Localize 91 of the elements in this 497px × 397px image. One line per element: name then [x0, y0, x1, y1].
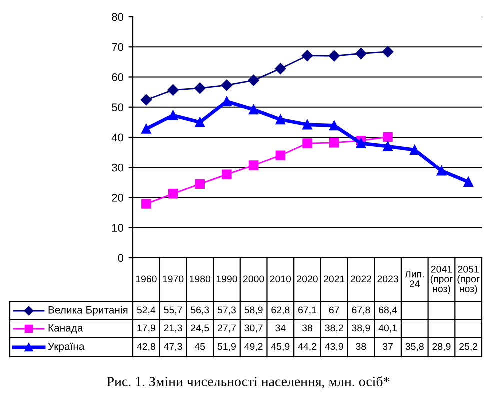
data-label: 67,8	[352, 306, 370, 315]
point	[464, 177, 474, 187]
data-label: 62,8	[272, 306, 290, 315]
point	[195, 118, 205, 128]
point	[221, 80, 233, 91]
point	[410, 145, 420, 156]
x-tick-label: 1970	[163, 276, 184, 283]
point	[248, 104, 259, 115]
x-tick-label: 1990	[216, 276, 238, 283]
data-label: 43,9	[325, 343, 344, 352]
data-label: 67,1	[298, 306, 316, 315]
data-label: 38	[302, 324, 312, 332]
data-label: 68,4	[379, 306, 398, 315]
data-label: 67	[329, 306, 340, 314]
y-tick-label: 80	[112, 13, 124, 22]
point	[248, 160, 259, 170]
data-label: 55,7	[164, 306, 182, 315]
point	[356, 138, 366, 148]
x-tick-label: 1960	[136, 276, 157, 283]
data-label: 47,3	[164, 343, 182, 352]
point	[383, 142, 393, 152]
y-tick-label: 70	[112, 43, 124, 52]
data-label: 40,1	[378, 324, 398, 333]
point	[382, 46, 394, 58]
data-label: 30,7	[244, 324, 263, 333]
data-label: 52,4	[137, 306, 156, 315]
legend-label: Україна	[48, 343, 85, 352]
point	[142, 124, 152, 134]
x-tick-label: 2023	[378, 276, 398, 283]
y-tick-label: 40	[112, 134, 124, 142]
data-label: 17,9	[138, 324, 156, 333]
point	[275, 63, 286, 74]
point	[222, 96, 232, 107]
data-label: 35,8	[406, 343, 424, 352]
data-label: 45	[194, 343, 206, 350]
data-label: 45,9	[271, 343, 290, 352]
x-tick-label: 2021	[324, 276, 345, 283]
data-label: 27,7	[218, 324, 236, 333]
point	[302, 50, 314, 62]
y-tick-label: 60	[112, 74, 124, 82]
y-tick-label: 0	[118, 254, 124, 262]
point	[436, 166, 447, 176]
data-label: 37	[383, 343, 393, 350]
point	[168, 84, 179, 96]
x-tick-label: 2010	[270, 276, 292, 283]
point	[142, 199, 152, 209]
y-tick-label: 20	[112, 194, 124, 202]
data-label: 38	[356, 343, 366, 350]
point	[222, 170, 232, 180]
y-tick-label: 50	[112, 104, 124, 112]
point	[276, 114, 286, 125]
x-tick-label: 2020	[297, 276, 318, 283]
data-label: 38,2	[325, 324, 344, 333]
point	[302, 138, 312, 148]
data-label: 24,5	[191, 324, 210, 333]
point	[168, 110, 178, 120]
point	[383, 132, 393, 142]
y-tick-label: 10	[112, 224, 124, 232]
point	[194, 82, 206, 94]
legend-label: Велика Британія	[48, 306, 128, 316]
data-label: 58,9	[244, 306, 263, 315]
point	[302, 120, 312, 130]
point	[168, 188, 178, 199]
data-label: 56,3	[191, 306, 210, 315]
x-tick-label: Лип. 24	[405, 270, 424, 288]
y-tick-label: 30	[112, 164, 124, 172]
x-tick-label: 2022	[350, 276, 372, 283]
legend-label: Канада	[48, 324, 84, 334]
x-tick-label: 2041 (прогноз)	[430, 266, 453, 294]
data-label: 25,2	[460, 343, 478, 352]
data-label: 38,9	[352, 324, 370, 333]
data-label: 49,2	[244, 343, 263, 352]
point	[276, 150, 286, 160]
point	[140, 94, 152, 106]
data-label: 57,3	[218, 306, 236, 315]
data-label: 44,2	[298, 343, 316, 352]
data-label: 42,8	[137, 343, 156, 352]
text: Рис. 1. Зміни чисельності населення, млн. осіб*	[107, 376, 390, 388]
point	[356, 48, 367, 60]
point	[329, 120, 340, 131]
x-tick-label: 1980	[190, 276, 211, 283]
point	[195, 179, 205, 190]
point	[248, 74, 260, 86]
data-label: 21,3	[164, 324, 182, 333]
data-label: 34	[276, 324, 286, 332]
x-tick-label: 2000	[243, 276, 264, 283]
x-tick-label: 2051 (прогноз)	[458, 266, 480, 294]
point	[328, 50, 340, 62]
data-label: 51,9	[218, 343, 236, 352]
data-label: 28,9	[432, 343, 451, 352]
point	[329, 138, 340, 148]
